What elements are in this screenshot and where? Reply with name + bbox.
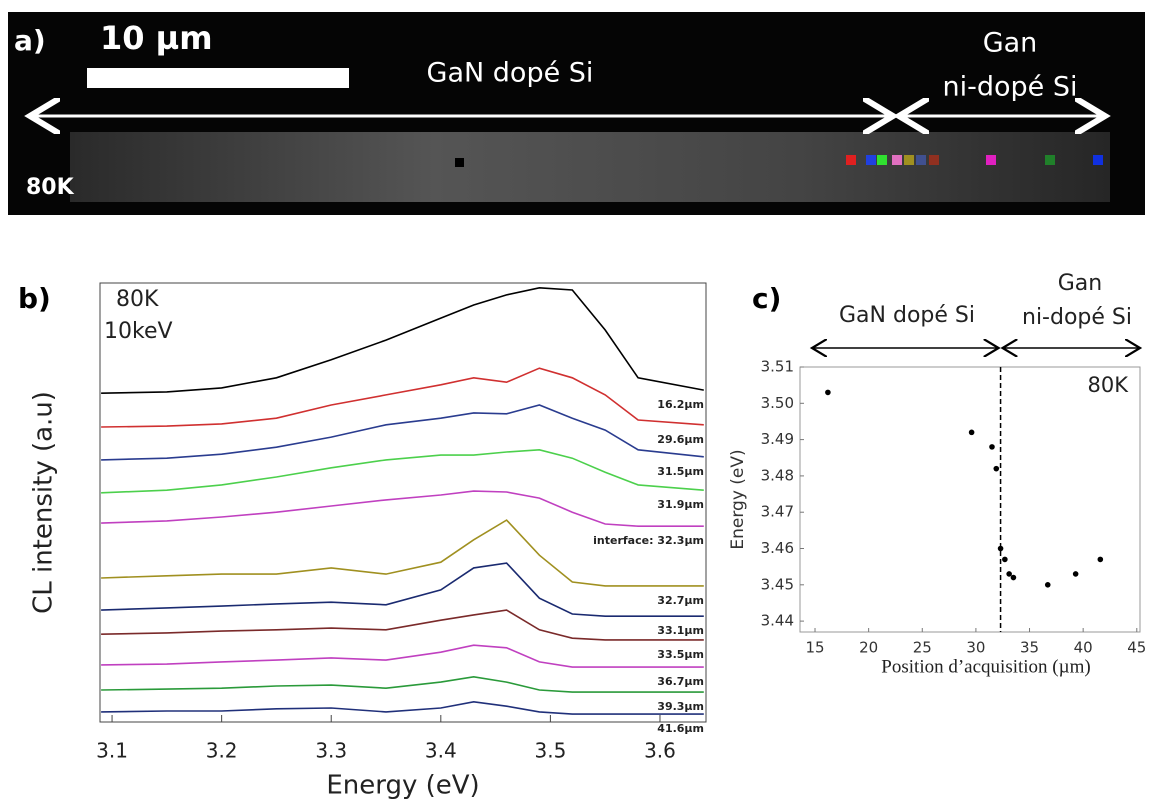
x-axis-title: Position d’acquisition (µm) bbox=[881, 656, 1090, 677]
y-tick-label: 3.47 bbox=[761, 503, 794, 521]
region-label: ni-dopé Si bbox=[943, 72, 1078, 103]
y-tick-label: 3.46 bbox=[761, 539, 794, 557]
y-tick-label: 3.50 bbox=[761, 394, 794, 412]
region-label: Gan bbox=[983, 28, 1038, 59]
spectrum bbox=[101, 519, 704, 587]
panel-b: 3.1 3.2 3.3 3.4 3.5 3.6 16.2µm 29.6µm 31.5µm 31.9… bbox=[18, 282, 707, 801]
point bbox=[968, 429, 975, 436]
y-tick-label: 3.49 bbox=[761, 430, 794, 448]
x-tick-label: 3.2 bbox=[206, 739, 238, 763]
y-axis-title: CL intensity (a.u) bbox=[29, 391, 59, 614]
x-tick-label: 30 bbox=[966, 639, 985, 657]
series-label: 41.6µm bbox=[657, 722, 704, 735]
point-marker bbox=[892, 155, 902, 165]
series-label: 36.7µm bbox=[657, 675, 704, 688]
region-label: ni-dopé Si bbox=[1022, 305, 1132, 330]
series-label: 32.7µm bbox=[657, 594, 704, 607]
point-marker bbox=[877, 155, 887, 165]
x-tick-label: 3.6 bbox=[644, 739, 676, 763]
series-label: interface: 32.3µm bbox=[593, 534, 704, 547]
point bbox=[993, 465, 1000, 472]
annotation: 80K bbox=[116, 287, 159, 312]
spectrum bbox=[101, 404, 704, 461]
y-axis-title: Energy (eV) bbox=[728, 449, 748, 549]
point bbox=[1072, 571, 1079, 577]
acquisition-points bbox=[455, 155, 1103, 167]
spectrum bbox=[101, 644, 704, 668]
spectrum bbox=[101, 562, 704, 617]
point-marker bbox=[455, 158, 464, 167]
point-marker bbox=[846, 155, 856, 165]
spectrum bbox=[101, 490, 704, 527]
point-marker bbox=[929, 155, 939, 165]
x-tick-label: 20 bbox=[859, 639, 878, 657]
scale-bar bbox=[87, 68, 349, 88]
point bbox=[1044, 582, 1051, 588]
spectrum bbox=[101, 609, 704, 641]
point-marker bbox=[1093, 155, 1103, 165]
x-tick-label: 40 bbox=[1074, 639, 1093, 657]
panel-c: 15 20 25 30 35 40 45 3.44 3.45 3.46 3.47 3.48 3.49 3.… bbox=[728, 271, 1146, 677]
region-label: Gan bbox=[1058, 271, 1102, 296]
series-label: 29.6µm bbox=[657, 433, 704, 446]
annotation: 10keV bbox=[104, 319, 173, 344]
point bbox=[1006, 571, 1012, 577]
temperature-label: 80K bbox=[26, 175, 75, 200]
point bbox=[1097, 556, 1104, 563]
point bbox=[1010, 574, 1017, 581]
panel-label: c) bbox=[752, 282, 781, 315]
spectrum bbox=[101, 675, 704, 693]
series-label: 31.9µm bbox=[657, 498, 704, 511]
panel-label: a) bbox=[14, 24, 46, 57]
plot-frame bbox=[799, 366, 1141, 633]
point bbox=[997, 545, 1004, 552]
series-label: 31.5µm bbox=[657, 465, 704, 478]
y-tick-label: 3.45 bbox=[761, 575, 794, 593]
point-marker bbox=[1045, 155, 1055, 165]
scale-label: 10 µm bbox=[100, 19, 213, 57]
x-tick-label: 25 bbox=[913, 639, 932, 657]
y-tick-label: 3.48 bbox=[761, 466, 794, 484]
annotation: 80K bbox=[1088, 373, 1130, 397]
y-tick-label: 3.44 bbox=[761, 612, 794, 630]
series-label: 39.3µm bbox=[657, 700, 704, 713]
point bbox=[989, 444, 995, 450]
x-tick-label: 45 bbox=[1127, 639, 1146, 657]
x-tick-label: 15 bbox=[805, 639, 824, 657]
point-marker bbox=[986, 155, 996, 165]
series-label: 33.5µm bbox=[657, 648, 704, 661]
x-tick-label: 35 bbox=[1020, 639, 1039, 657]
region-label: GaN dopé Si bbox=[427, 58, 594, 89]
x-tick-label: 3.4 bbox=[425, 739, 457, 763]
spectrum bbox=[101, 700, 704, 715]
x-tick-label: 3.1 bbox=[96, 739, 128, 763]
spectrum bbox=[101, 286, 704, 394]
point-marker bbox=[904, 155, 914, 165]
panel-a: a) 10 µm GaN dopé Si Gan ni-dopé Si 80K bbox=[8, 12, 1145, 215]
point-marker bbox=[866, 155, 876, 165]
point bbox=[1002, 556, 1008, 563]
spectrum bbox=[101, 448, 704, 494]
x-tick-label: 3.5 bbox=[534, 739, 566, 763]
point-marker bbox=[916, 155, 926, 165]
panel-label: b) bbox=[18, 282, 51, 315]
y-tick-label: 3.51 bbox=[761, 358, 794, 376]
x-axis-title: Energy (eV) bbox=[326, 771, 479, 801]
series-label: 16.2µm bbox=[657, 398, 704, 411]
region-label: GaN dopé Si bbox=[839, 303, 975, 328]
spectrum bbox=[101, 367, 704, 428]
wire bbox=[70, 132, 1110, 202]
series-label: 33.1µm bbox=[657, 624, 704, 637]
x-tick-label: 3.3 bbox=[315, 739, 347, 763]
plot-frame bbox=[99, 282, 707, 723]
point bbox=[825, 389, 831, 396]
